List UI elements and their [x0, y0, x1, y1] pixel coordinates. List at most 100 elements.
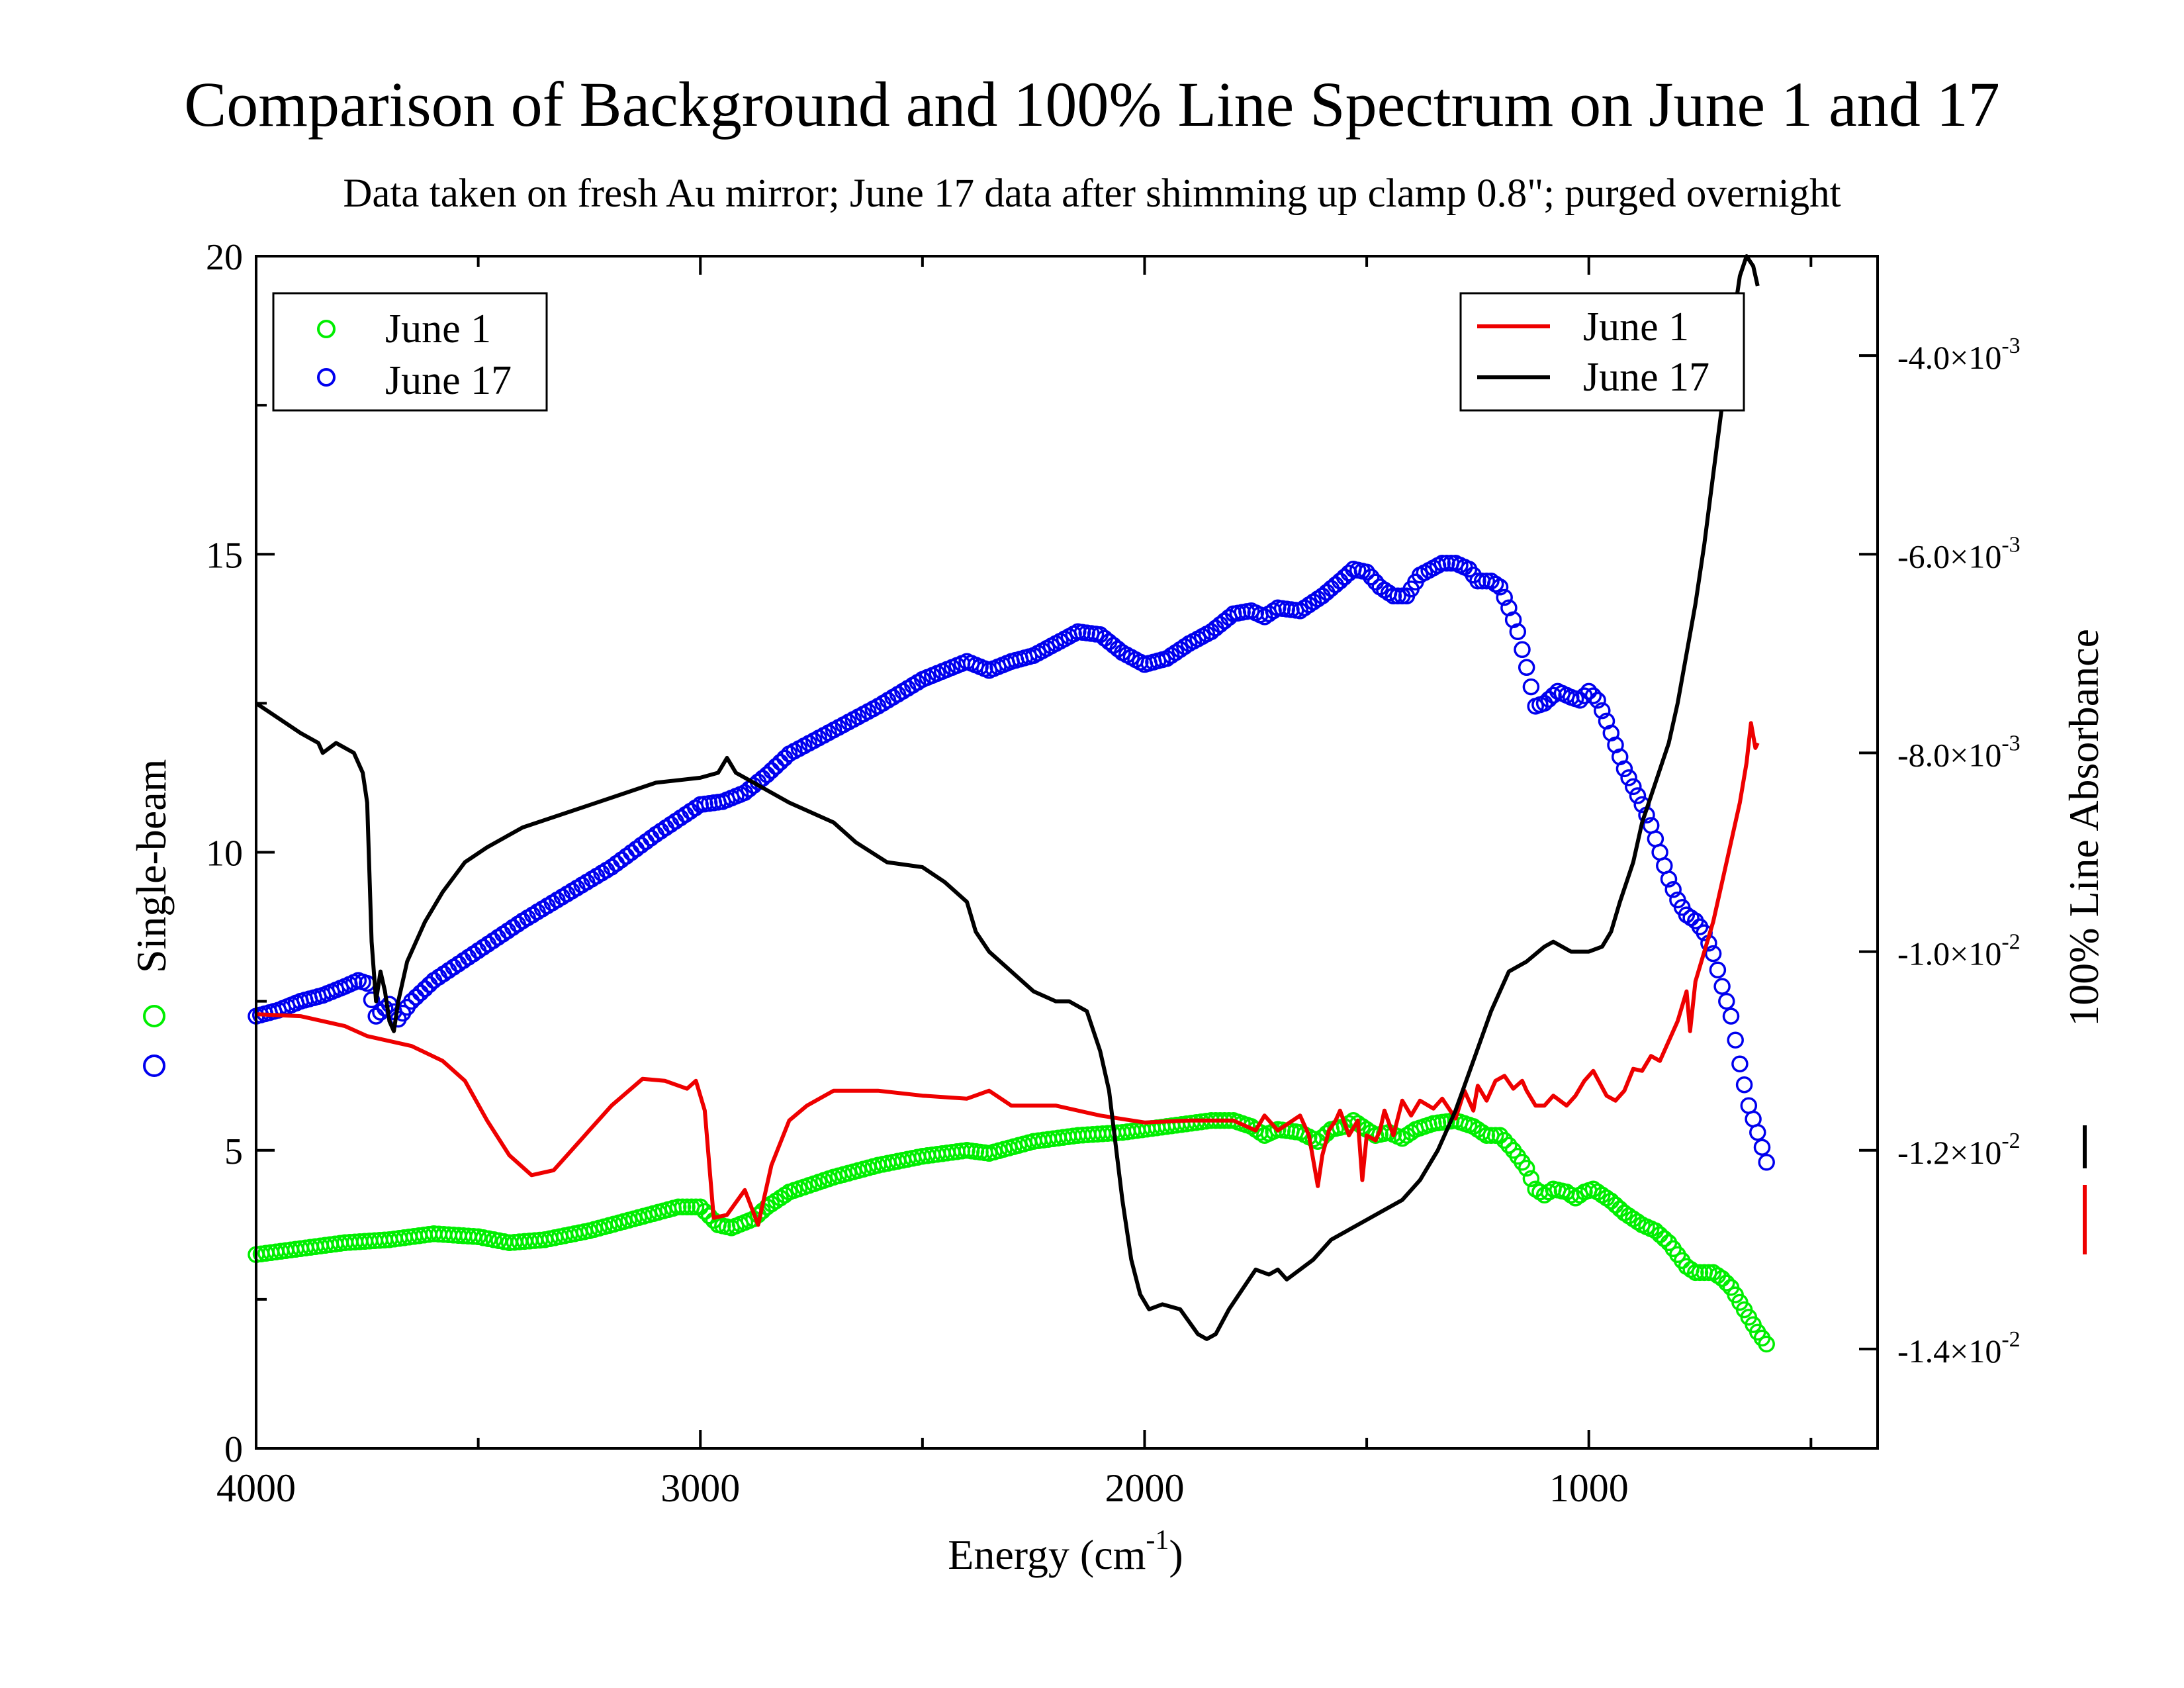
point-june17-left — [1625, 778, 1642, 796]
point-june1-left — [1496, 1131, 1513, 1149]
y-right-tick-label: -6.0×10-3 — [1897, 532, 2021, 575]
point-june1-left — [674, 1198, 692, 1216]
point-june1-left — [1691, 1264, 1709, 1282]
y-left-tick-label: 15 — [206, 535, 243, 576]
point-june1-left — [1522, 1170, 1540, 1188]
ticks-layer: 4000 3000 2000 1000 0 5 10 15 20 -4.0×10-3 -6.0×10… — [206, 237, 2021, 1510]
point-june17-left — [1478, 573, 1496, 590]
y-right-tick-label: -1.2×10-2 — [1897, 1129, 2021, 1171]
x-axis-label-main: Energy (cm — [948, 1531, 1146, 1578]
point-june17-left — [1664, 881, 1682, 898]
legend-left: June 1 June 17 — [272, 292, 548, 412]
y-left-tick-label: 10 — [206, 833, 243, 874]
point-june17-left — [1491, 579, 1509, 596]
y-axis-left-label-group: Single-beam — [128, 759, 175, 973]
legend-right: June 1 June 17 — [1459, 292, 1745, 412]
legend-right-label-june17: June 17 — [1583, 355, 1709, 400]
point-june1-left — [678, 1198, 696, 1216]
point-june1-left — [687, 1198, 705, 1216]
point-june17-left — [407, 988, 425, 1006]
point-june1-left — [1518, 1160, 1535, 1177]
point-june17-left — [1584, 687, 1602, 704]
y-right-tick-label: -4.0×10-3 — [1897, 334, 2021, 376]
point-june17-left — [1749, 1123, 1766, 1141]
x-tick-label: 4000 — [216, 1466, 296, 1510]
point-june17-left — [1709, 961, 1727, 979]
point-june17-left — [762, 762, 780, 779]
line-june1-right — [255, 721, 1760, 1227]
point-june17-left — [1753, 1139, 1771, 1156]
point-june17-left — [1469, 573, 1486, 590]
plot-frame — [255, 255, 1879, 1450]
point-june17-left — [1615, 760, 1633, 778]
legend-marker-june17-circle — [317, 368, 336, 387]
point-june17-left — [1340, 565, 1357, 582]
point-june17-left — [1545, 686, 1562, 704]
y-axis-right-label: 100% Line Absorbance — [2060, 629, 2107, 1027]
point-june17-left — [758, 766, 776, 784]
x-tick-label: 2000 — [1105, 1466, 1184, 1510]
line-june17-right — [255, 254, 1760, 1341]
point-june17-left — [1758, 1154, 1775, 1171]
point-june1-left — [1491, 1127, 1509, 1144]
point-june17-left — [367, 1008, 385, 1025]
point-june17-left — [421, 976, 438, 994]
x-axis-label: Energy (cm-1) — [948, 1525, 1183, 1578]
point-june17-left — [1509, 623, 1527, 641]
x-tick-label: 1000 — [1549, 1466, 1629, 1510]
y-left-tick-label: 0 — [224, 1429, 243, 1470]
point-june17-left — [1518, 659, 1535, 677]
legend-left-label-june1: June 1 — [385, 306, 491, 352]
point-june17-left — [1358, 563, 1375, 581]
y-axis-left-blue-marker — [143, 1055, 165, 1077]
point-june1-left — [1758, 1335, 1775, 1353]
legend-marker-june1-circle — [317, 320, 336, 338]
x-axis-label-sup: -1 — [1146, 1525, 1169, 1556]
y-right-tick-label: -1.4×10-2 — [1897, 1327, 2021, 1370]
point-june17-left — [1385, 587, 1402, 605]
point-june1-left — [1700, 1264, 1717, 1282]
point-june1-left — [1718, 1274, 1735, 1291]
point-june17-left — [1620, 769, 1637, 786]
point-june17-left — [1629, 787, 1647, 804]
point-june17-left — [1389, 587, 1406, 605]
point-june17-left — [403, 992, 420, 1010]
point-june17-left — [1514, 641, 1531, 659]
point-june17-left — [772, 753, 789, 771]
point-june17-left — [1336, 569, 1353, 586]
point-june17-left — [1722, 1008, 1740, 1025]
point-june17-left — [1580, 682, 1598, 700]
y-axis-right-label-group: 100% Line Absorbance — [2060, 629, 2107, 1027]
point-june1-left — [692, 1198, 709, 1216]
y-left-tick-label: 5 — [224, 1131, 243, 1172]
y-right-tick-label: -1.0×10-2 — [1897, 930, 2021, 972]
point-june1-left — [1713, 1270, 1731, 1288]
point-june17-left — [1718, 992, 1735, 1010]
series-june17-left — [248, 555, 1775, 1171]
point-june17-left — [1731, 1055, 1749, 1072]
legend-right-label-june1: June 1 — [1583, 305, 1689, 350]
point-june1-left — [1687, 1264, 1704, 1282]
point-june1-left — [1486, 1127, 1504, 1144]
series-june1-left — [248, 1111, 1775, 1353]
x-tick-label: 3000 — [660, 1466, 740, 1510]
point-june1-left — [1478, 1127, 1496, 1144]
series-june1-right — [255, 721, 1760, 1227]
point-june17-left — [1363, 569, 1380, 586]
point-june17-left — [1522, 678, 1540, 696]
point-june17-left — [1660, 870, 1678, 888]
point-june17-left — [363, 991, 381, 1009]
point-june1-left — [669, 1198, 687, 1216]
point-june17-left — [1594, 702, 1611, 720]
series-june17-right — [255, 254, 1760, 1341]
legend-left-box — [272, 292, 548, 412]
point-june17-left — [416, 980, 433, 998]
point-june17-left — [1735, 1076, 1753, 1094]
legend-right-box — [1459, 292, 1745, 412]
legend-left-label-june17: June 17 — [385, 358, 512, 403]
chart-subtitle: Data taken on fresh Au mirror; June 17 d… — [343, 171, 1841, 216]
chart-title: Comparison of Background and 100% Line S… — [184, 69, 2000, 140]
point-june17-left — [767, 758, 785, 775]
point-june17-left — [1727, 1031, 1744, 1049]
